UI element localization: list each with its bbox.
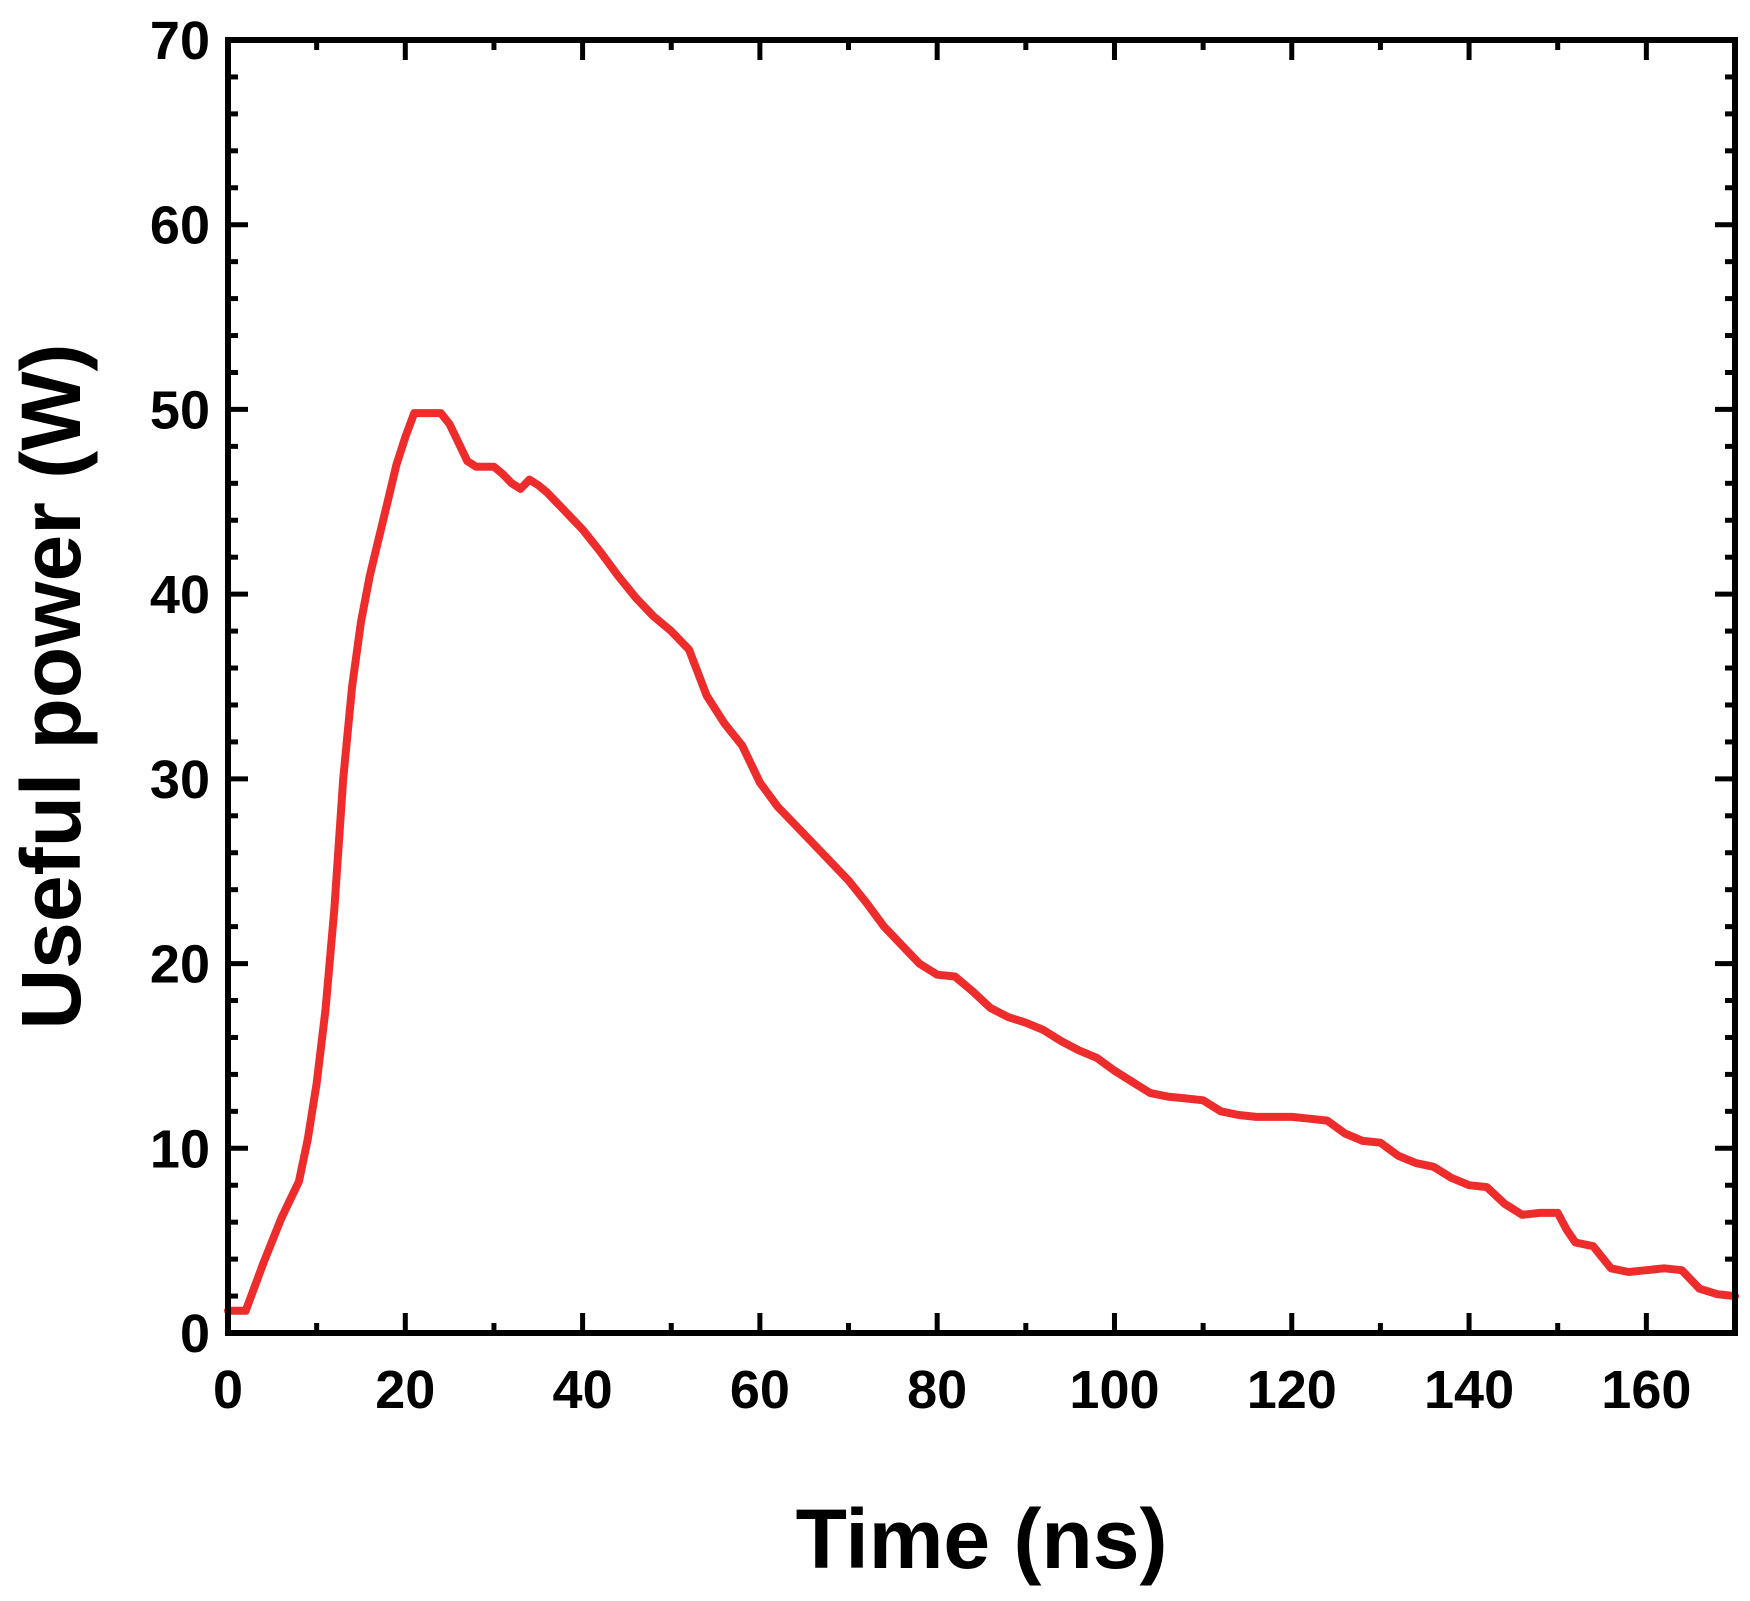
x-tick-label: 0 (213, 1360, 243, 1420)
x-tick-label: 60 (730, 1360, 790, 1420)
x-tick-label: 80 (907, 1360, 967, 1420)
x-tick-label: 20 (375, 1360, 435, 1420)
x-tick-label: 160 (1601, 1360, 1691, 1420)
y-tick-label: 70 (150, 11, 210, 71)
y-tick-label: 50 (150, 380, 210, 440)
series-line (224, 409, 1739, 1315)
y-tick-label: 40 (150, 565, 210, 625)
y-tick-label: 30 (150, 750, 210, 810)
tick-labels-layer: 0 20 40 60 80 100 120 140 160 0 10 20 30 40 50 60 70 (150, 11, 1691, 1420)
y-tick-label: 60 (150, 196, 210, 256)
x-tick-label: 40 (553, 1360, 613, 1420)
x-tick-label: 120 (1247, 1360, 1337, 1420)
y-tick-label: 10 (150, 1119, 210, 1179)
y-tick-label: 0 (180, 1304, 210, 1364)
y-axis-title: Useful power (W) (4, 344, 98, 1030)
x-tick-label: 140 (1424, 1360, 1514, 1420)
x-axis-title: Time (ns) (796, 1492, 1168, 1586)
x-tick-label: 100 (1069, 1360, 1159, 1420)
series-layer (224, 409, 1739, 1315)
y-tick-label: 20 (150, 935, 210, 995)
plot-frame (225, 37, 1738, 1336)
